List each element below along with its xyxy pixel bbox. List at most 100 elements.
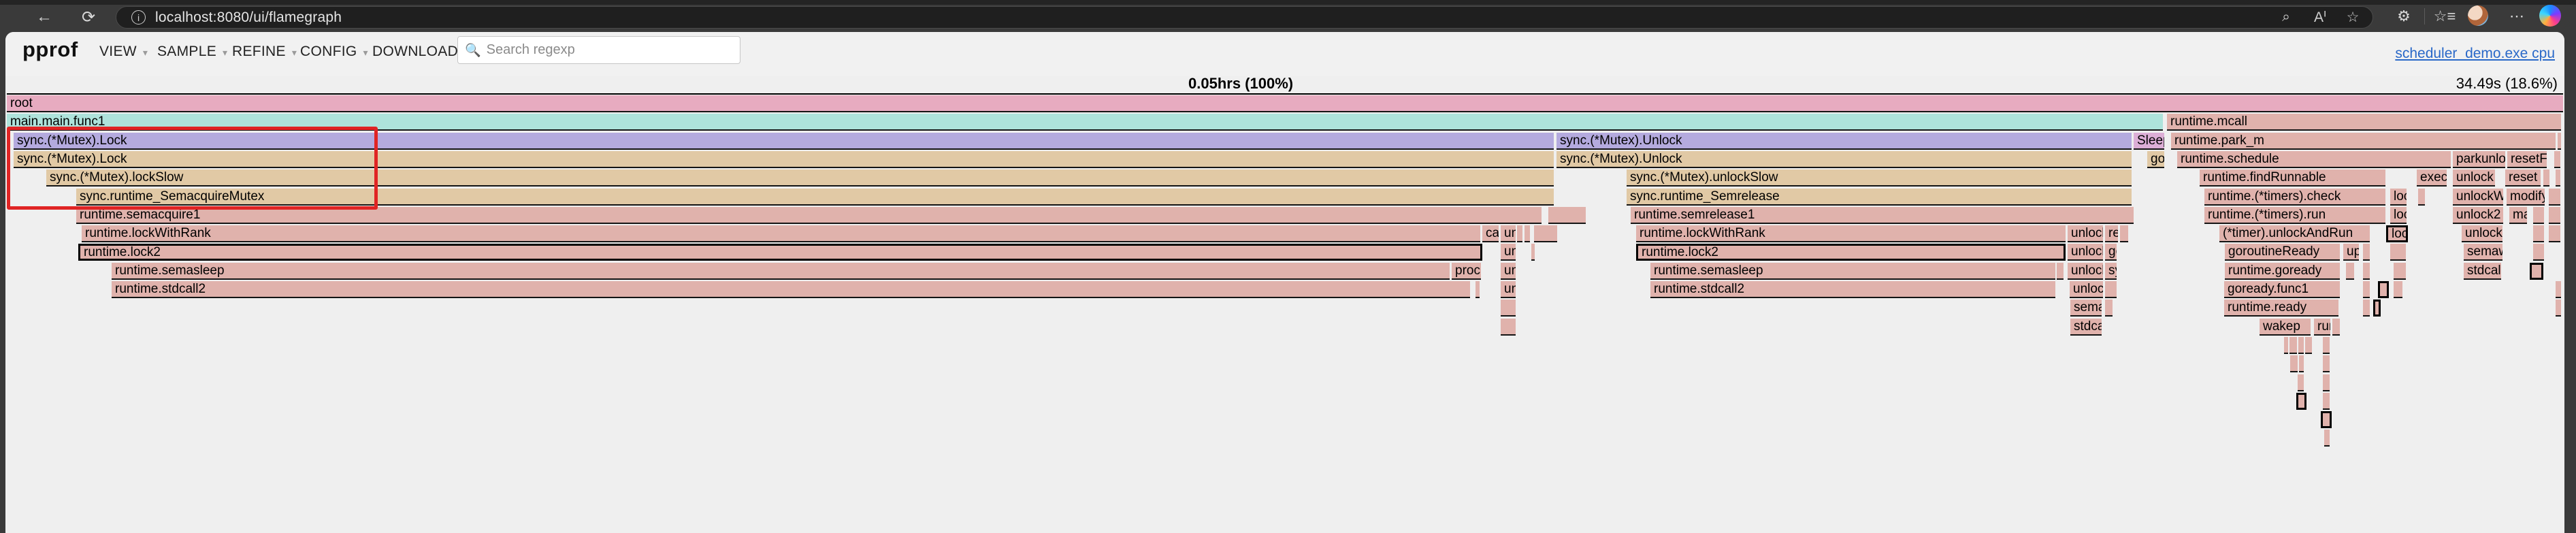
flame-frame-upd[interactable]: upd <box>2343 244 2359 261</box>
flame-frame-lock[interactable]: lock <box>2390 188 2407 206</box>
flame-frame-wakep[interactable]: wakep <box>2260 318 2311 336</box>
url-text[interactable]: localhost:8080/ui/flamegraph <box>155 9 342 25</box>
site-info-icon[interactable]: i <box>131 10 146 25</box>
flame-frame-sync-mutex-lock[interactable]: sync.(*Mutex).Lock <box>14 150 1554 168</box>
address-bar[interactable]: i localhost:8080/ui/flamegraph <box>116 6 2373 29</box>
flame-frame-run[interactable]: run <box>2314 318 2330 336</box>
flame-frame-runtime-stdcall2[interactable]: runtime.stdcall2 <box>1650 281 2055 298</box>
flame-frame[interactable] <box>2324 430 2330 447</box>
flame-frame-unlock2[interactable]: unlock2 <box>2453 206 2503 224</box>
flame-frame[interactable] <box>2378 281 2389 298</box>
copilot-icon[interactable] <box>2539 5 2561 27</box>
flame-frame[interactable] <box>1517 225 1522 243</box>
flame-frame-mayb[interactable]: mayb <box>2509 206 2527 224</box>
flame-frame[interactable] <box>2332 318 2340 336</box>
flame-frame[interactable] <box>2533 244 2544 261</box>
flame-frame[interactable] <box>2284 336 2288 354</box>
menu-config[interactable]: CONFIG ▾ <box>300 44 368 59</box>
flame-frame[interactable] <box>2556 300 2561 317</box>
flame-frame-runtime-timers-check[interactable]: runtime.(*timers).check <box>2204 188 2385 206</box>
menu-sample[interactable]: SAMPLE ▾ <box>157 44 228 59</box>
flame-frame[interactable] <box>2549 225 2560 243</box>
flame-frame-goready-func1[interactable]: goready.func1 <box>2224 281 2340 298</box>
flame-frame-unl[interactable]: unl <box>1501 244 1516 261</box>
flame-frame-unlock2[interactable]: unlock2 <box>2068 262 2103 280</box>
flame-frame[interactable] <box>2533 225 2544 243</box>
flame-frame-unlock2w[interactable]: unlock2W <box>2462 225 2502 243</box>
flame-frame-execu[interactable]: execu <box>2417 169 2447 187</box>
flame-frame[interactable] <box>2298 374 2304 391</box>
flame-frame-unl[interactable]: unl <box>1501 225 1516 243</box>
flame-frame[interactable] <box>1531 244 1535 261</box>
flame-frame-runtime-semasleep[interactable]: runtime.semasleep <box>1650 262 2055 280</box>
flame-frame-runtime-schedule[interactable]: runtime.schedule <box>2177 150 2451 168</box>
flame-frame[interactable] <box>2323 374 2330 391</box>
flame-frame[interactable] <box>2363 281 2370 298</box>
flame-frame[interactable] <box>2549 206 2560 224</box>
flame-frame-proc[interactable]: proc <box>1452 262 1481 280</box>
flame-frame-rea[interactable]: rea <box>2105 225 2118 243</box>
flame-frame-runtime-goready[interactable]: runtime.goready <box>2225 262 2340 280</box>
flame-frame-runtime-semrelease1[interactable]: runtime.semrelease1 <box>1631 206 2134 224</box>
flame-frame-unl[interactable]: unl <box>1501 281 1516 298</box>
flame-frame[interactable] <box>2549 188 2560 206</box>
flame-frame-go[interactable]: go <box>2105 244 2117 261</box>
flame-frame-resetfors[interactable]: resetForS <box>2507 150 2547 168</box>
flame-frame-stdcall1[interactable]: stdcall1 <box>2464 262 2501 280</box>
flame-frame--timer-unlockandrun[interactable]: (*timer).unlockAndRun <box>2219 225 2370 243</box>
flame-frame[interactable] <box>2394 281 2402 298</box>
flame-frame-unlockwithr[interactable]: unlockWithR <box>2453 188 2503 206</box>
flame-frame-unlockw[interactable]: unlockW <box>2068 244 2103 261</box>
profile-avatar[interactable] <box>2468 5 2488 26</box>
flame-frame[interactable] <box>1476 281 1480 298</box>
flame-frame-sync-mutex-lock[interactable]: sync.(*Mutex).Lock <box>14 132 1554 150</box>
flame-frame-stdcall[interactable]: stdcall <box>2070 318 2102 336</box>
flame-frame-runtime-lockwithrank[interactable]: runtime.lockWithRank <box>82 225 1480 243</box>
flame-frame-lock[interactable]: lock <box>2386 225 2408 243</box>
flame-frame-goroutineready[interactable]: goroutineReady <box>2225 244 2340 261</box>
flame-frame[interactable] <box>2321 411 2332 429</box>
flame-frame-unlock[interactable]: unlock <box>2453 169 2495 187</box>
search-box[interactable]: 🔍 <box>457 36 740 64</box>
flame-frame[interactable] <box>2543 169 2549 187</box>
flame-frame-sync-mutex-unlock[interactable]: sync.(*Mutex).Unlock <box>1556 150 2132 168</box>
flame-frame-runtime-mcall[interactable]: runtime.mcall <box>2167 114 2561 131</box>
flame-frame[interactable] <box>2120 225 2128 243</box>
menu-refine[interactable]: REFINE ▾ <box>232 44 297 59</box>
flame-frame-main-main-func1[interactable]: main.main.func1 <box>7 114 2163 131</box>
more-menu-icon[interactable]: ⋯ <box>2509 7 2524 25</box>
flame-frame[interactable] <box>2394 262 2406 280</box>
flame-frame-sys[interactable]: sys <box>2105 262 2117 280</box>
flame-frame-unl[interactable]: unl <box>1501 262 1516 280</box>
flame-frame[interactable] <box>2299 355 2304 373</box>
flame-frame[interactable] <box>2105 281 2117 298</box>
flame-frame-runtime-semasleep[interactable]: runtime.semasleep <box>112 262 1450 280</box>
flame-frame[interactable] <box>2323 392 2330 410</box>
flame-frame-reset[interactable]: reset <box>2505 169 2541 187</box>
flame-frame-runtime-lock2[interactable]: runtime.lock2 <box>78 244 1482 261</box>
flame-frame[interactable] <box>2418 188 2425 206</box>
flame-frame[interactable] <box>2363 244 2370 261</box>
flame-frame[interactable] <box>2556 281 2561 298</box>
flame-frame[interactable] <box>2554 150 2560 168</box>
flame-frame[interactable] <box>2105 300 2113 317</box>
flame-frame-root[interactable]: root <box>7 95 2563 112</box>
menu-view[interactable]: VIEW ▾ <box>99 44 148 59</box>
flame-frame-sleep[interactable]: Sleep <box>2134 132 2164 150</box>
flame-frame-lock[interactable]: lock <box>2390 206 2407 224</box>
flame-frame-unlock[interactable]: unlock <box>2068 225 2103 243</box>
reload-icon[interactable]: ⟳ <box>81 7 96 27</box>
flame-frame-runtime-lock2[interactable]: runtime.lock2 <box>1636 244 2066 261</box>
flame-frame[interactable] <box>2556 169 2560 187</box>
collections-icon[interactable]: ☆≡ <box>2433 7 2456 25</box>
flame-frame-modify[interactable]: modify <box>2507 188 2545 206</box>
flame-frame-runtime-timers-run[interactable]: runtime.(*timers).run <box>2204 206 2385 224</box>
flame-frame-sync-mutex-unlockslow[interactable]: sync.(*Mutex).unlockSlow <box>1627 169 2132 187</box>
flame-frame[interactable] <box>2289 336 2297 354</box>
flame-frame-runtime-park-m[interactable]: runtime.park_m <box>2171 132 2556 150</box>
menu-download[interactable]: DOWNLOAD <box>372 44 459 59</box>
flame-frame-sync-runtime-semacquiremutex[interactable]: sync.runtime_SemacquireMutex <box>76 188 1554 206</box>
flame-frame[interactable] <box>2323 355 2330 373</box>
flame-frame[interactable] <box>2298 336 2304 354</box>
flame-frame-sync-mutex-lockslow[interactable]: sync.(*Mutex).lockSlow <box>46 169 1554 187</box>
